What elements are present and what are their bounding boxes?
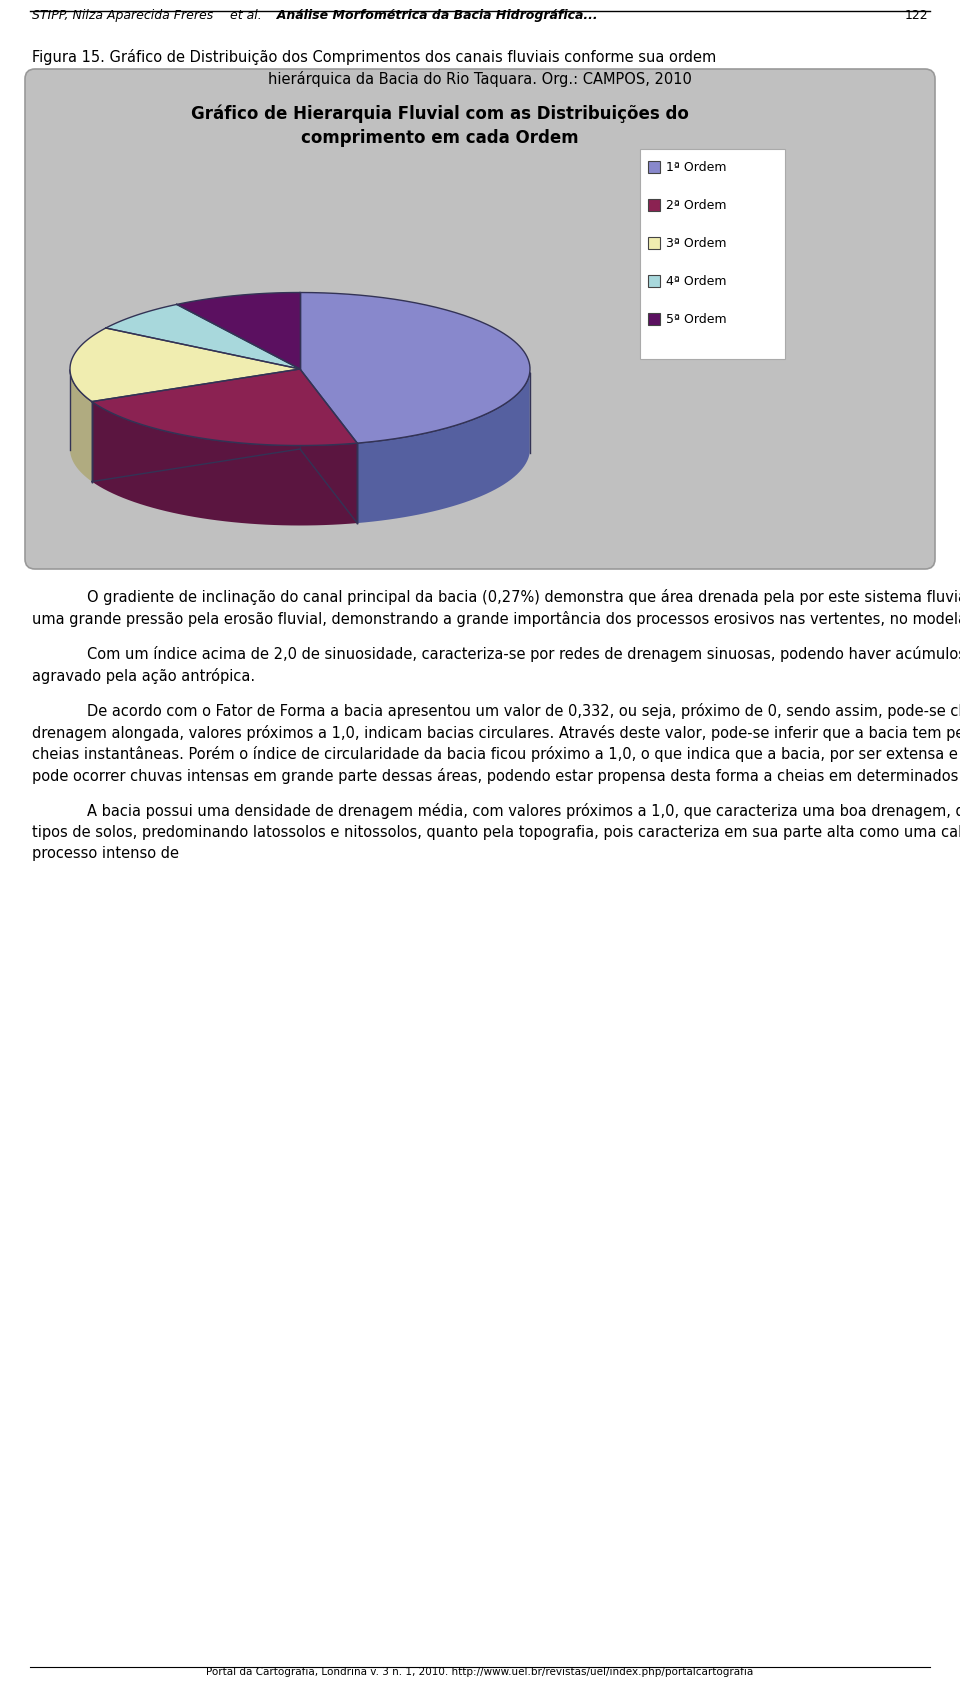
Text: agravado pela ação antrópica.: agravado pela ação antrópica. [32, 667, 255, 684]
Text: 5ª Ordem: 5ª Ordem [666, 312, 727, 326]
Text: 3ª Ordem: 3ª Ordem [666, 236, 727, 250]
Polygon shape [92, 368, 357, 446]
Bar [648, 160, 660, 172]
Text: A bacia possui uma densidade de drenagem média, com valores próximos a 1,0, que : A bacia possui uma densidade de drenagem… [87, 802, 960, 819]
Text: STIPP, Nilza Aparecida Freres: STIPP, Nilza Aparecida Freres [32, 8, 217, 22]
Text: Com um índice acima de 2,0 de sinuosidade, caracteriza-se por redes de drenagem : Com um índice acima de 2,0 de sinuosidad… [87, 645, 960, 662]
Text: Gráfico de Hierarquia Fluvial com as Distribuições do: Gráfico de Hierarquia Fluvial com as Dis… [191, 105, 689, 123]
Polygon shape [92, 402, 357, 525]
Text: 122: 122 [904, 8, 928, 22]
Polygon shape [357, 373, 530, 524]
Bar [648, 199, 660, 211]
Bar [648, 275, 660, 287]
Text: O gradiente de inclinação do canal principal da bacia (0,27%) demonstra que área: O gradiente de inclinação do canal princ… [87, 589, 960, 605]
Polygon shape [70, 370, 92, 481]
FancyBboxPatch shape [25, 69, 935, 569]
Text: processo intenso de: processo intenso de [32, 846, 179, 861]
Polygon shape [177, 292, 300, 368]
Bar [648, 236, 660, 248]
Polygon shape [300, 292, 530, 443]
Text: drenagem alongada, valores próximos a 1,0, indicam bacias circulares. Através de: drenagem alongada, valores próximos a 1,… [32, 725, 960, 740]
Text: hierárquica da Bacia do Rio Taquara. Org.: CAMPOS, 2010: hierárquica da Bacia do Rio Taquara. Org… [268, 71, 692, 88]
Text: Figura 15. Gráfico de Distribuição dos Comprimentos dos canais fluviais conforme: Figura 15. Gráfico de Distribuição dos C… [32, 49, 716, 64]
Text: pode ocorrer chuvas intensas em grande parte dessas áreas, podendo estar propens: pode ocorrer chuvas intensas em grande p… [32, 767, 960, 784]
FancyBboxPatch shape [640, 149, 785, 360]
Text: uma grande pressão pela erosão fluvial, demonstrando a grande importância dos pr: uma grande pressão pela erosão fluvial, … [32, 610, 960, 627]
Bar [648, 312, 660, 324]
Text: et al.: et al. [230, 8, 262, 22]
Text: 4ª Ordem: 4ª Ordem [666, 275, 727, 287]
Text: Análise Morfométrica da Bacia Hidrográfica...: Análise Morfométrica da Bacia Hidrográfi… [268, 8, 598, 22]
Text: Portal da Cartografia, Londrina v. 3 n. 1, 2010. http://www.uel.br/revistas/uel/: Portal da Cartografia, Londrina v. 3 n. … [206, 1667, 754, 1677]
Polygon shape [70, 328, 300, 402]
Text: cheias instantâneas. Porém o índice de circularidade da bacia ficou próximo a 1,: cheias instantâneas. Porém o índice de c… [32, 747, 960, 762]
Text: De acordo com o Fator de Forma a bacia apresentou um valor de 0,332, ou seja, pr: De acordo com o Fator de Forma a bacia a… [87, 703, 960, 720]
Text: 1ª Ordem: 1ª Ordem [666, 160, 727, 174]
Text: tipos de solos, predominando latossolos e nitossolos, quanto pela topografia, po: tipos de solos, predominando latossolos … [32, 824, 960, 839]
Text: 2ª Ordem: 2ª Ordem [666, 199, 727, 211]
Polygon shape [106, 304, 300, 368]
Text: comprimento em cada Ordem: comprimento em cada Ordem [301, 128, 579, 147]
